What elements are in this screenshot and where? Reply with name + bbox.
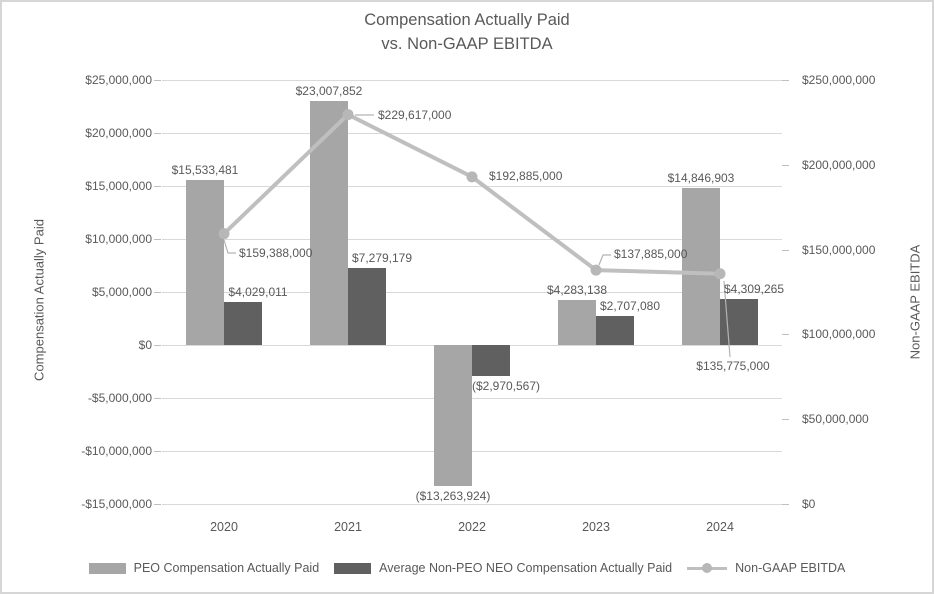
legend: PEO Compensation Actually Paid Average No… <box>2 554 932 582</box>
x-axis-label: 2024 <box>706 520 734 534</box>
left-tick-mark <box>154 451 161 452</box>
right-axis-tick-label: $150,000,000 <box>802 242 876 257</box>
right-tick-mark <box>782 249 789 251</box>
non-peo-bar <box>348 267 386 345</box>
peo-bar <box>682 187 720 345</box>
chart-title-line2: vs. Non-GAAP EBITDA <box>381 35 553 53</box>
left-axis-tick-label: $0 <box>138 338 152 352</box>
left-tick-mark <box>154 80 161 81</box>
gridline <box>162 133 782 134</box>
ebitda-legend-marker <box>702 563 713 573</box>
non-peo-bar <box>596 316 634 345</box>
ebitda-label: $229,617,000 <box>378 108 452 122</box>
right-tick-mark <box>782 419 789 421</box>
ebitda-legend-swatch <box>687 563 728 574</box>
gridline <box>162 398 782 399</box>
left-tick-mark <box>154 398 161 399</box>
right-tick-mark <box>782 80 789 81</box>
legend-label: Average Non-PEO NEO Compensation Actuall… <box>379 561 673 575</box>
right-tick-mark <box>782 164 789 166</box>
label-leader-line <box>723 280 731 358</box>
gridline <box>162 504 782 505</box>
right-axis-tick-label: $100,000,000 <box>802 327 876 342</box>
peo-bar-label: ($13,263,924) <box>415 488 491 503</box>
left-axis-tick-label: $20,000,000 <box>85 126 152 140</box>
ebitda-label: $137,885,000 <box>614 247 688 261</box>
ebitda-label: $135,775,000 <box>696 359 770 373</box>
peo-bar <box>310 101 348 345</box>
left-tick-mark <box>154 239 161 240</box>
peo-bar-label: $14,846,903 <box>667 170 735 185</box>
legend-label: Non-GAAP EBITDA <box>735 561 846 575</box>
left-tick-mark <box>154 292 161 293</box>
legend-item: Average Non-PEO NEO Compensation Actuall… <box>334 561 672 575</box>
peo-bar-label: $4,283,138 <box>546 282 608 297</box>
ebitda-label: $192,885,000 <box>489 169 563 183</box>
right-axis-tick-label: $0 <box>802 497 816 511</box>
left-tick-mark <box>154 504 161 505</box>
non-peo-bar-label: ($2,970,567) <box>471 379 541 394</box>
x-axis-label: 2020 <box>210 520 238 534</box>
non-peo-bar-label: $4,309,265 <box>723 282 785 297</box>
non-peo-bar-label: $2,707,080 <box>599 299 661 314</box>
ebitda-marker <box>714 268 726 280</box>
gridline <box>162 451 782 452</box>
gridline <box>162 80 782 81</box>
left-axis-tick-label: $15,000,000 <box>85 179 152 193</box>
left-axis-tick-label: $5,000,000 <box>91 285 152 299</box>
legend-label: PEO Compensation Actually Paid <box>133 561 320 575</box>
right-tick-mark <box>782 334 789 336</box>
right-axis-tick-label: $250,000,000 <box>802 73 876 87</box>
ebitda-label: $159,388,000 <box>239 246 313 260</box>
ebitda-marker <box>466 171 478 183</box>
non-peo-bar-label: $7,279,179 <box>351 250 413 265</box>
left-tick-mark <box>154 133 161 134</box>
label-leader-line <box>598 254 611 266</box>
x-axis-label: 2021 <box>334 520 362 534</box>
left-axis-tick-label: -$10,000,000 <box>81 444 152 458</box>
non-peo-bar <box>472 345 510 377</box>
chart-title-line1: Compensation Actually Paid <box>364 11 570 29</box>
peo-bar <box>558 299 596 345</box>
non-peo-bar <box>224 302 262 345</box>
peo-bar <box>434 345 472 486</box>
gridline <box>162 292 782 293</box>
legend-item: PEO Compensation Actually Paid <box>88 561 320 575</box>
ebitda-marker <box>342 109 354 121</box>
left-tick-mark <box>154 345 161 346</box>
label-leader-line <box>223 239 236 254</box>
non-peo-bar-label: $4,029,011 <box>228 285 288 300</box>
right-axis-tick-label: $200,000,000 <box>802 157 876 172</box>
left-tick-mark <box>154 186 161 187</box>
left-axis-tick-label: $25,000,000 <box>85 73 152 87</box>
peo-bar <box>186 180 224 345</box>
gridline <box>162 186 782 187</box>
peo-bar-label: $23,007,852 <box>295 84 363 99</box>
x-axis-label: 2022 <box>458 520 486 534</box>
legend-item: Non-GAAP EBITDA <box>687 561 845 575</box>
right-tick-mark <box>782 504 789 505</box>
ebitda-marker <box>218 228 230 240</box>
left-axis-tick-label: $10,000,000 <box>85 232 152 246</box>
left-axis-tick-label: -$15,000,000 <box>81 497 152 511</box>
peo-legend-swatch <box>88 562 126 574</box>
right-axis-tick-label: $50,000,000 <box>802 412 869 427</box>
peo-bar-label: $15,533,481 <box>171 163 239 178</box>
ebitda-marker <box>590 264 602 276</box>
gridline <box>162 239 782 240</box>
chart-title: Compensation Actually Paid vs. Non-GAAP … <box>2 8 932 56</box>
x-axis-label: 2023 <box>582 520 610 534</box>
left-axis-tick-label: -$5,000,000 <box>87 391 152 405</box>
non-peo-legend-swatch <box>334 562 372 574</box>
